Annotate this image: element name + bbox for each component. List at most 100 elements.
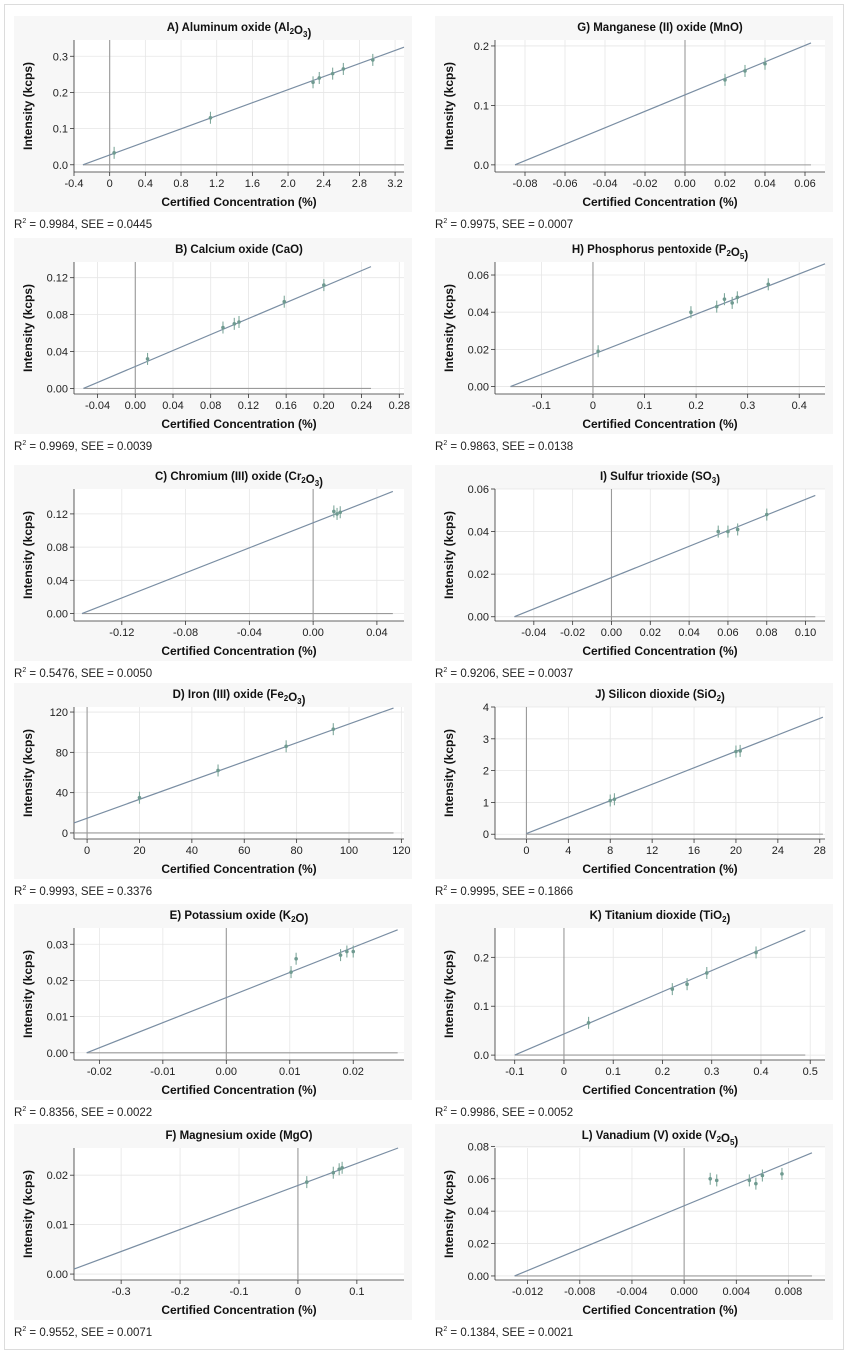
y-tick-label: 0 xyxy=(483,829,489,841)
x-tick-label: 0.00 xyxy=(601,627,622,639)
chart-panel-g: -0.08 -0.06 -0.04 -0.02 0.00 0.02 0.04 0.06 0.0 0… xyxy=(435,16,833,234)
data-point xyxy=(351,949,356,954)
data-point xyxy=(208,115,213,120)
x-tick-label: -0.1 xyxy=(505,1066,524,1078)
fit-statistics: R2 = 0.9986, SEE = 0.0052 xyxy=(435,1106,574,1119)
x-tick-label: 0.008 xyxy=(775,1286,803,1298)
x-tick-label: 0 xyxy=(590,400,596,412)
y-tick-label: 0.06 xyxy=(468,270,489,282)
x-tick-label: 0 xyxy=(107,178,113,190)
x-tick-label: -0.2 xyxy=(171,1286,190,1298)
see-value: , SEE = 0.0039 xyxy=(74,440,153,453)
chart-svg-i: -0.04 -0.02 0.00 0.02 0.04 0.06 0.08 0.10 0.00 0.… xyxy=(435,465,833,661)
fit-statistics: R2 = 0.9863, SEE = 0.0138 xyxy=(435,440,574,453)
x-tick-label: 0 xyxy=(561,1066,567,1078)
plot-area xyxy=(74,928,404,1060)
y-tick-label: 3 xyxy=(483,734,489,746)
r-squared-label: R xyxy=(435,1106,444,1119)
x-tick-label: 0 xyxy=(84,845,90,857)
x-tick-label: 3.2 xyxy=(387,178,402,190)
plot-area xyxy=(74,40,404,172)
y-tick-label: 0.00 xyxy=(468,382,489,394)
chart-svg-f: -0.3 -0.2 -0.1 0 0.1 0.00 0.01 0.02 F) Magnesium… xyxy=(14,1124,412,1320)
data-point xyxy=(335,512,339,516)
regression-line xyxy=(526,716,824,835)
r-squared-value: = 0.9984 xyxy=(26,218,75,231)
x-axis-label: Certified Concentration (%) xyxy=(582,1083,737,1097)
chart-title: C) Chromium (III) oxide (Cr2O3) xyxy=(155,471,323,489)
x-tick-label: -0.01 xyxy=(150,1066,175,1078)
y-tick-label: 0.06 xyxy=(468,1174,489,1186)
r-squared-value: = 0.1384 xyxy=(447,1326,496,1339)
regression-line xyxy=(82,46,405,166)
data-point xyxy=(304,1180,309,1184)
r-squared-value: = 0.9986 xyxy=(447,1106,496,1119)
r-squared-value: = 0.9995 xyxy=(447,885,496,898)
data-point xyxy=(340,1165,344,1170)
data-point xyxy=(137,795,142,800)
x-axis-label: Certified Concentration (%) xyxy=(582,195,737,209)
data-point xyxy=(370,58,375,62)
x-tick-label: 0.04 xyxy=(162,400,183,412)
data-point xyxy=(714,1178,719,1183)
see-value: , SEE = 0.0037 xyxy=(495,667,574,680)
x-tick-label: -0.04 xyxy=(521,627,546,639)
y-tick-label: 0.04 xyxy=(468,307,489,319)
x-tick-label: 0.1 xyxy=(349,1286,364,1298)
data-point xyxy=(322,283,326,287)
x-tick-label: 0.24 xyxy=(351,400,372,412)
data-point xyxy=(608,798,613,803)
y-tick-label: 120 xyxy=(50,707,68,719)
y-tick-label: 0.02 xyxy=(47,1170,68,1182)
x-tick-label: 0.04 xyxy=(366,627,387,639)
y-tick-label: 0.3 xyxy=(53,51,68,63)
see-value: , SEE = 0.0071 xyxy=(74,1326,153,1339)
data-point xyxy=(716,529,721,534)
chart-panel-j: 0 4 8 12 16 20 24 28 0 1 2 3 4 J) Silicon dioxide (Si… xyxy=(435,683,833,901)
x-tick-label: 40 xyxy=(186,845,198,857)
data-point xyxy=(221,325,225,330)
y-tick-label: 0.1 xyxy=(53,124,68,136)
chart-title: E) Potassium oxide (K2O) xyxy=(170,910,309,925)
x-tick-label: 2.4 xyxy=(316,178,331,190)
see-value: , SEE = 0.0021 xyxy=(495,1326,574,1339)
r-squared-label: R xyxy=(435,885,444,898)
x-axis-label: Certified Concentration (%) xyxy=(161,417,316,431)
chart-title: L) Vanadium (V) oxide (V2O5) xyxy=(582,1130,739,1148)
r-squared-label: R xyxy=(14,218,23,231)
x-tick-label: 0.2 xyxy=(688,400,703,412)
data-point xyxy=(586,1021,591,1025)
chart-svg-d: 0 20 40 60 80 100 120 0 40 80 120 D) Iron (III) oxi… xyxy=(14,683,412,879)
y-tick-label: 1 xyxy=(483,797,489,809)
x-tick-label: 0.02 xyxy=(640,627,661,639)
chart-panel-i: -0.04 -0.02 0.00 0.02 0.04 0.06 0.08 0.10 0.00 0.… xyxy=(435,465,833,683)
data-point xyxy=(345,949,349,954)
r-squared-value: = 0.9993 xyxy=(26,885,75,898)
y-tick-label: 2 xyxy=(483,766,489,778)
x-tick-label: 0 xyxy=(523,845,529,857)
y-tick-label: 80 xyxy=(56,747,68,759)
plot-area xyxy=(495,707,825,839)
chart-panel-f: -0.3 -0.2 -0.1 0 0.1 0.00 0.01 0.02 F) Magnesium… xyxy=(14,1124,412,1342)
y-tick-label: 0.00 xyxy=(47,1269,68,1281)
data-point xyxy=(766,282,771,287)
plot-area xyxy=(74,489,404,621)
y-tick-label: 0.00 xyxy=(47,383,68,395)
y-axis-label: Intensity (kcps) xyxy=(442,284,456,372)
fit-statistics: R2 = 0.5476, SEE = 0.0050 xyxy=(14,667,153,680)
data-point xyxy=(331,1170,336,1175)
x-tick-label: -0.1 xyxy=(532,400,551,412)
x-tick-label: -0.04 xyxy=(592,178,617,190)
x-tick-label: 12 xyxy=(646,845,658,857)
x-tick-label: 60 xyxy=(238,845,250,857)
x-tick-label: 0.3 xyxy=(740,400,755,412)
x-tick-label: -0.04 xyxy=(85,400,110,412)
r-squared-value: = 0.9206 xyxy=(447,667,496,680)
r-squared-value: = 0.5476 xyxy=(26,667,75,680)
data-point xyxy=(612,797,617,802)
r-squared-value: = 0.9975 xyxy=(447,218,496,231)
data-point xyxy=(735,295,740,300)
data-point xyxy=(704,971,709,975)
see-value: , SEE = 0.0052 xyxy=(495,1106,574,1119)
x-tick-label: 24 xyxy=(772,845,784,857)
